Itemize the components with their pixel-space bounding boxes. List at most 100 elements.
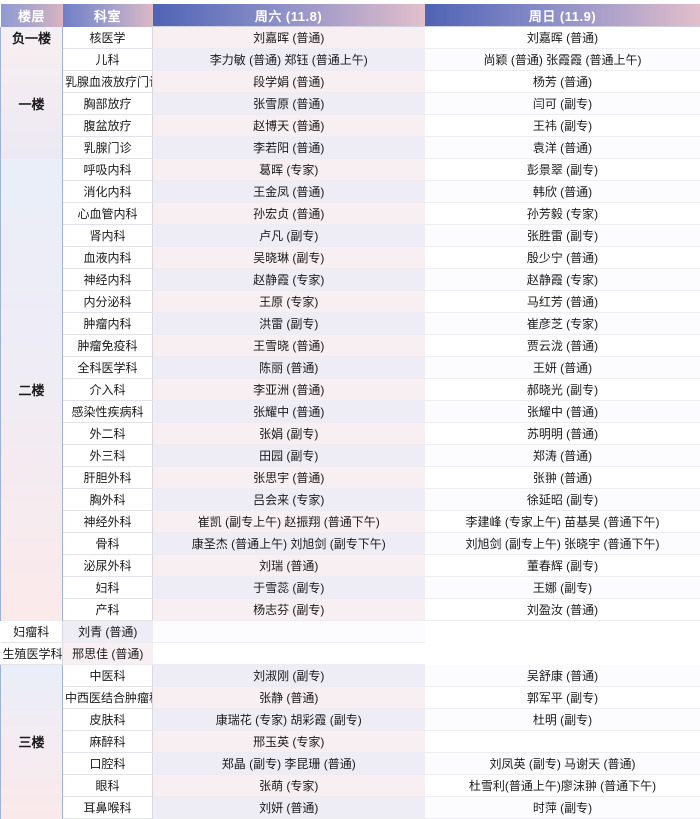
sunday-doctor-cell: 王娜 (副专)	[425, 577, 700, 599]
table-row: 耳鼻喉科刘妍 (普通)时萍 (副专)	[1, 797, 700, 819]
table-row: 骨科康圣杰 (普通上午) 刘旭剑 (副专下午)刘旭剑 (副专上午) 张晓宇 (普…	[1, 533, 700, 555]
table-row: 血液内科吴晓琳 (副专)殷少宁 (普通)	[1, 247, 700, 269]
sunday-doctor-cell: 尚颖 (普通) 张霞霞 (普通上午)	[425, 49, 700, 71]
column-header-department: 科室	[63, 4, 153, 27]
saturday-doctor-cell: 张思宇 (普通)	[153, 467, 425, 489]
department-name-cell: 血液内科	[63, 247, 153, 269]
table-row: 神经内科赵静霞 (专家)赵静霞 (专家)	[1, 269, 700, 291]
table-row: 神经外科崔凯 (副专上午) 赵振翔 (普通下午)李建峰 (专家上午) 苗基昊 (…	[1, 511, 700, 533]
department-name-cell: 儿科	[63, 49, 153, 71]
table-row: 介入科李亚洲 (普通)郝晓光 (副专)	[1, 379, 700, 401]
sunday-doctor-cell: 闫可 (副专)	[425, 93, 700, 115]
table-row: 妇瘤科刘青 (普通)	[1, 621, 700, 643]
saturday-doctor-cell: 邢玉英 (专家)	[153, 731, 425, 753]
department-name-cell: 神经内科	[63, 269, 153, 291]
saturday-doctor-cell: 康圣杰 (普通上午) 刘旭剑 (副专下午)	[153, 533, 425, 555]
sunday-doctor-cell	[153, 621, 425, 643]
table-row: 外二科张娟 (副专)苏明明 (普通)	[1, 423, 700, 445]
sunday-doctor-cell: 孙芳毅 (专家)	[425, 203, 700, 225]
table-row: 消化内科王金凤 (普通)韩欣 (普通)	[1, 181, 700, 203]
table-row: 眼科张萌 (专家)杜雪利(普通上午)廖沫翀 (普通下午)	[1, 775, 700, 797]
table-row: 麻醉科邢玉英 (专家)	[1, 731, 700, 753]
table-row: 三楼中医科刘淑刚 (副专)吴舒康 (普通)	[1, 665, 700, 687]
sunday-doctor-cell	[153, 643, 425, 665]
sunday-doctor-cell: 郭军平 (副专)	[425, 687, 700, 709]
department-name-cell: 肿瘤内科	[63, 313, 153, 335]
saturday-doctor-cell: 张耀中 (普通)	[153, 401, 425, 423]
department-name-cell: 核医学	[63, 27, 153, 49]
saturday-doctor-cell: 张雪原 (普通)	[153, 93, 425, 115]
department-name-cell: 眼科	[63, 775, 153, 797]
column-header-floor: 楼层	[1, 4, 63, 27]
sunday-doctor-cell: 张翀 (普通)	[425, 467, 700, 489]
sunday-doctor-cell: 贾云泷 (普通)	[425, 335, 700, 357]
sunday-doctor-cell: 吴舒康 (普通)	[425, 665, 700, 687]
table-row: 腹盆放疗赵博天 (普通)王祎 (副专)	[1, 115, 700, 137]
header-row: 楼层 科室 周六 (11.8) 周日 (11.9)	[1, 4, 700, 27]
department-name-cell: 心血管内科	[63, 203, 153, 225]
department-name-cell: 腹盆放疗	[63, 115, 153, 137]
floor-label-cell: 一楼	[1, 49, 63, 159]
department-name-cell: 妇科	[63, 577, 153, 599]
table-row: 一楼儿科李力敏 (普通) 郑钰 (普通上午)尚颖 (普通) 张霞霞 (普通上午)	[1, 49, 700, 71]
saturday-doctor-cell: 刘淑刚 (副专)	[153, 665, 425, 687]
sunday-doctor-cell: 郑涛 (普通)	[425, 445, 700, 467]
sunday-doctor-cell: 崔彦芝 (专家)	[425, 313, 700, 335]
sunday-doctor-cell: 刘嘉晖 (普通)	[425, 27, 700, 49]
sunday-doctor-cell: 郝晓光 (副专)	[425, 379, 700, 401]
saturday-doctor-cell: 杨志芬 (副专)	[153, 599, 425, 621]
table-row: 负一楼核医学刘嘉晖 (普通)刘嘉晖 (普通)	[1, 27, 700, 49]
department-name-cell: 消化内科	[63, 181, 153, 203]
saturday-doctor-cell: 王原 (专家)	[153, 291, 425, 313]
floor-label-cell: 三楼	[1, 665, 63, 819]
column-header-saturday: 周六 (11.8)	[153, 4, 425, 27]
saturday-doctor-cell: 刘瑞 (普通)	[153, 555, 425, 577]
department-name-cell: 耳鼻喉科	[63, 797, 153, 819]
sunday-doctor-cell: 刘凤英 (副专) 马谢天 (普通)	[425, 753, 700, 775]
sunday-doctor-cell	[425, 731, 700, 753]
table-row: 产科杨志芬 (副专)刘盈汝 (普通)	[1, 599, 700, 621]
department-name-cell: 内分泌科	[63, 291, 153, 313]
saturday-doctor-cell: 吴晓琳 (副专)	[153, 247, 425, 269]
department-name-cell: 感染性疾病科	[63, 401, 153, 423]
sunday-doctor-cell: 王妍 (普通)	[425, 357, 700, 379]
floor-label-cell: 负一楼	[1, 27, 63, 49]
sunday-doctor-cell: 马红芳 (普通)	[425, 291, 700, 313]
saturday-doctor-cell: 康瑞花 (专家) 胡彩霞 (副专)	[153, 709, 425, 731]
sunday-doctor-cell: 刘旭剑 (副专上午) 张晓宇 (普通下午)	[425, 533, 700, 555]
department-name-cell: 肝胆外科	[63, 467, 153, 489]
table-row: 妇科于雪蕊 (副专)王娜 (副专)	[1, 577, 700, 599]
table-row: 乳腺门诊李若阳 (普通)袁洋 (普通)	[1, 137, 700, 159]
department-name-cell: 骨科	[63, 533, 153, 555]
saturday-doctor-cell: 刘嘉晖 (普通)	[153, 27, 425, 49]
saturday-doctor-cell: 赵静霞 (专家)	[153, 269, 425, 291]
department-name-cell: 肾内科	[63, 225, 153, 247]
table-row: 肾内科卢凡 (副专)张胜雷 (副专)	[1, 225, 700, 247]
table-header: 楼层 科室 周六 (11.8) 周日 (11.9)	[1, 4, 700, 27]
department-name-cell: 生殖医学科	[1, 643, 63, 665]
saturday-doctor-cell: 李力敏 (普通) 郑钰 (普通上午)	[153, 49, 425, 71]
sunday-doctor-cell: 杨芳 (普通)	[425, 71, 700, 93]
floor-label-cell: 二楼	[1, 159, 63, 621]
table-row: 外三科田园 (副专)郑涛 (普通)	[1, 445, 700, 467]
department-name-cell: 乳腺门诊	[63, 137, 153, 159]
sunday-doctor-cell: 苏明明 (普通)	[425, 423, 700, 445]
sunday-doctor-cell: 李建峰 (专家上午) 苗基昊 (普通下午)	[425, 511, 700, 533]
table-row: 心血管内科孙宏贞 (普通)孙芳毅 (专家)	[1, 203, 700, 225]
saturday-doctor-cell: 张静 (普通)	[153, 687, 425, 709]
table-row: 肿瘤内科洪雷 (副专)崔彦芝 (专家)	[1, 313, 700, 335]
department-name-cell: 神经外科	[63, 511, 153, 533]
sunday-doctor-cell: 徐延昭 (副专)	[425, 489, 700, 511]
department-name-cell: 产科	[63, 599, 153, 621]
department-name-cell: 麻醉科	[63, 731, 153, 753]
table-row: 肿瘤免疫科王雪晓 (普通)贾云泷 (普通)	[1, 335, 700, 357]
sunday-doctor-cell: 张耀中 (普通)	[425, 401, 700, 423]
department-name-cell: 妇瘤科	[1, 621, 63, 643]
table-row: 泌尿外科刘瑞 (普通)董春辉 (副专)	[1, 555, 700, 577]
department-name-cell: 中医科	[63, 665, 153, 687]
table-row: 中西医结合肿瘤科张静 (普通)郭军平 (副专)	[1, 687, 700, 709]
saturday-doctor-cell: 郑晶 (副专) 李昆珊 (普通)	[153, 753, 425, 775]
table-row: 口腔科郑晶 (副专) 李昆珊 (普通)刘凤英 (副专) 马谢天 (普通)	[1, 753, 700, 775]
department-name-cell: 介入科	[63, 379, 153, 401]
